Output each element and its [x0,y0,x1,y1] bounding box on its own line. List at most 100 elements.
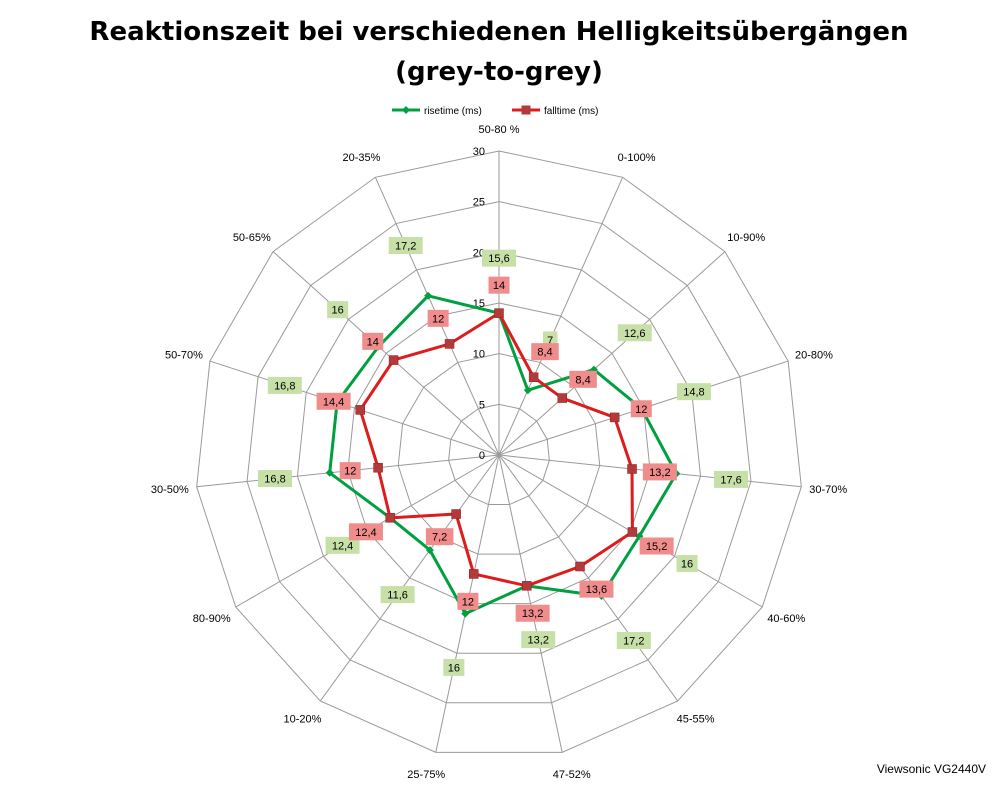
data-label-box [714,470,749,488]
risetime-data-label: 16 [676,555,698,573]
chart-title-line-2: (grey-to-grey) [395,57,603,87]
falltime-point [388,355,399,365]
data-label-text: 16 [332,305,344,317]
data-label-box [316,392,351,410]
data-label-text: 16 [448,662,460,674]
risetime-data-label: 12,6 [617,324,652,342]
category-label: 30-50% [151,484,189,496]
falltime-point [522,581,532,591]
category-label: 80-90% [193,613,231,625]
data-label-box [325,536,360,554]
data-label-text: 13,2 [649,467,670,479]
grid-spoke [498,251,726,456]
chart-title: Reaktionszeit bei verschiedenen Helligke… [0,12,998,92]
falltime-point [385,513,395,523]
data-label-text: 16,8 [274,380,295,392]
data-label-text: 14,4 [323,396,344,408]
grid-spoke [498,454,679,702]
category-label: 50-80 % [479,124,520,136]
data-label-text: 12,4 [332,540,353,552]
falltime-point [627,464,637,474]
data-label-text: 7 [547,335,553,347]
data-label-text: 7,2 [432,532,447,544]
data-label-box [579,580,614,598]
axis-tick-label: 30 [473,146,485,158]
category-label: 47-52% [553,769,591,781]
axis-tick-label: 25 [473,197,485,209]
chart-title-line-1: Reaktionszeit bei verschiedenen Helligke… [89,17,909,47]
falltime-point [373,462,383,473]
data-label-text: 12 [635,404,647,416]
data-label-text: 16 [681,559,693,571]
data-label-box [339,462,361,480]
falltime-data-label: 12 [457,592,479,610]
data-label-box [267,376,302,394]
risetime-data-label: 17,6 [714,470,749,488]
category-label: 50-65% [233,232,271,244]
grid-ring-20 [296,251,702,654]
risetime-point [461,609,470,618]
data-label-box [425,528,454,546]
data-label-box [488,276,510,294]
data-label-box [443,658,465,676]
category-label: 10-20% [283,714,321,726]
grid-spoke [498,454,563,753]
data-label-text: 16,8 [264,474,285,486]
risetime-data-label: 17,2 [388,237,423,255]
category-label: 25-75% [407,769,445,781]
data-label-text: 12,6 [624,328,645,340]
data-label-box [616,632,651,650]
falltime-point [451,509,461,519]
data-label-box [348,523,383,541]
data-label-box [457,592,479,610]
axis-tick-label: 20 [473,247,485,259]
data-label-text: 17,6 [720,474,741,486]
falltime-data-label: 7,2 [425,528,454,546]
series-line-falltime [358,311,634,588]
category-label: 40-60% [767,613,805,625]
data-label-box [515,604,550,622]
legend-label-risetime: risetime (ms) [424,106,482,117]
grid-spoke [209,360,500,456]
data-label-text: 14,8 [683,387,704,399]
falltime-data-label: 12,4 [348,523,383,541]
legend-marker-falltime [521,105,531,115]
data-label-text: 12 [344,466,356,478]
data-label-text: 13,6 [586,584,607,596]
falltime-point [444,339,455,349]
category-label: 0-100% [618,152,656,164]
data-label-box [630,400,652,418]
data-label-box [380,586,415,604]
risetime-data-label: 16 [327,301,349,319]
grid-ring-5 [448,403,550,506]
grid-spoke [498,177,624,456]
risetime-data-label: 16 [443,658,465,676]
risetime-point [325,468,334,477]
data-label-text: 17,2 [623,636,644,648]
data-label-box [521,631,556,649]
falltime-point [557,393,568,403]
grid-spoke [319,454,500,702]
risetime-data-label: 14,8 [676,383,711,401]
falltime-point [528,372,539,382]
data-label-box [257,470,292,488]
data-label-text: 13,2 [522,608,543,620]
data-label-box [676,555,698,573]
falltime-data-label: 15,2 [639,537,674,555]
data-label-box [482,249,516,267]
axis-tick-label: 10 [473,349,485,361]
falltime-data-label: 8,4 [531,343,559,361]
category-label: 45-55% [677,714,715,726]
data-label-box [639,537,674,555]
model-watermark: Viewsonic VG2440V [876,762,986,776]
falltime-point [468,569,479,579]
data-label-box [676,383,711,401]
data-label-box [617,324,652,342]
category-label: 50-70% [165,349,203,361]
data-label-box [362,332,384,350]
legend-marker-risetime [402,106,410,114]
data-label-text: 17,2 [395,241,416,253]
data-label-box [569,370,597,388]
grid-ring-15 [347,302,651,605]
